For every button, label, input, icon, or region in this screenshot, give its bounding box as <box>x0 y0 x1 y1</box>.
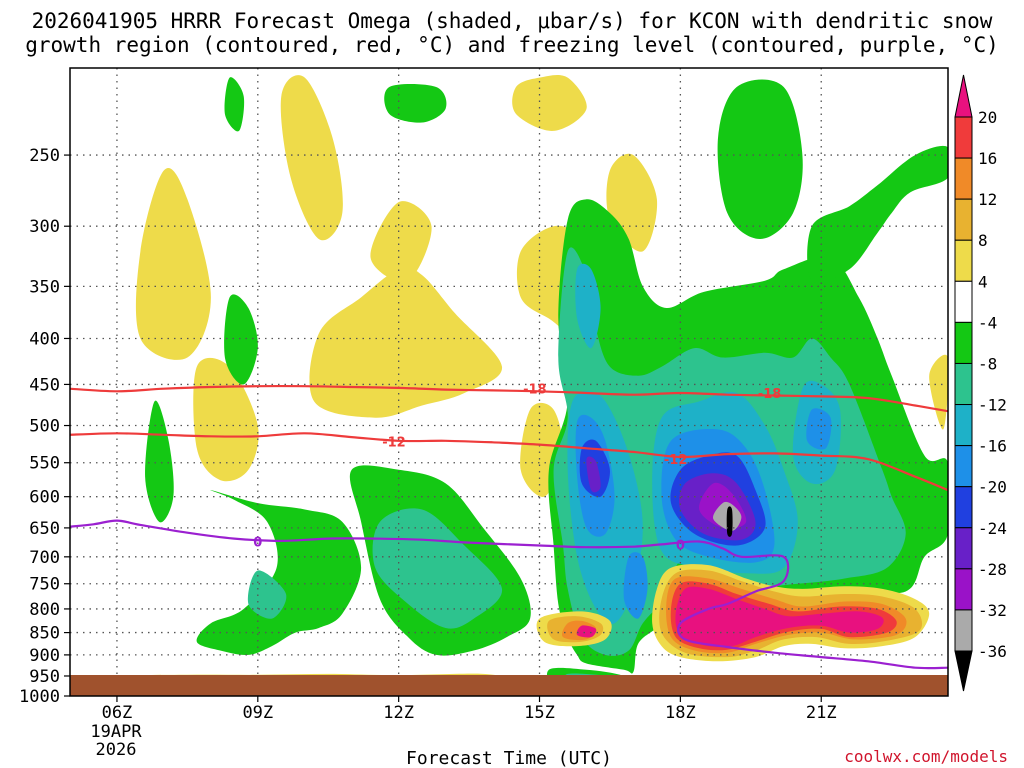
omega-region-20-52 <box>675 586 884 647</box>
contour-label-2-1: 0 <box>676 538 685 553</box>
omega-region--16-36 <box>806 408 832 450</box>
y-tick-label-450: 450 <box>29 375 60 395</box>
y-tick-label-250: 250 <box>29 146 60 166</box>
contour-label-2-0: 0 <box>253 535 262 550</box>
chart-title-line1: 2026041905 HRRR Forecast Omega (shaded, … <box>32 9 993 33</box>
credit-text: coolwx.com/models <box>844 747 1008 766</box>
colorbar-label-4: 4 <box>978 272 988 291</box>
y-tick-label-850: 850 <box>29 624 60 644</box>
omega-region--4-13 <box>196 490 362 656</box>
omega-region-4-2 <box>309 267 503 418</box>
omega-region--4-15 <box>145 400 174 523</box>
ground-surface <box>70 675 948 696</box>
omega-region-4-3 <box>193 357 259 482</box>
colorbar-band-12 <box>954 157 973 200</box>
colorbar-label--32: -32 <box>978 601 1007 620</box>
y-tick-label-900: 900 <box>29 646 60 666</box>
y-tick-label-650: 650 <box>29 519 60 539</box>
omega-region--4-20 <box>717 79 803 239</box>
colorbar-label-20: 20 <box>978 108 997 127</box>
colorbar-band-bottom-arrow <box>954 650 973 692</box>
contour-freezing-level <box>70 519 948 670</box>
colorbar: 20 16 12 8 4 -4 -8 -12 -16 -20 -24 -28 -32 -36 <box>954 74 1007 692</box>
colorbar-band-8 <box>954 198 973 241</box>
y-axis: 2503003504004505005506006507007508008509… <box>19 146 70 707</box>
contour-isotherm-12 <box>70 432 948 492</box>
omega-shading <box>125 74 948 695</box>
x-tick-label-21: 21Z <box>806 703 837 723</box>
gridlines <box>70 68 948 696</box>
y-tick-label-750: 750 <box>29 575 60 595</box>
colorbar-label--20: -20 <box>978 478 1007 497</box>
x-tick-label-9: 09Z <box>242 703 273 723</box>
contour-lines: -18 -18 -12 -12 0 0 <box>70 383 948 670</box>
x-axis-title: Forecast Time (UTC) <box>406 748 612 768</box>
x-tick-label-18: 18Z <box>665 703 696 723</box>
contour-label-0-0: -18 <box>523 383 547 398</box>
colorbar-label--4: -4 <box>978 313 997 332</box>
colorbar-band--12 <box>954 362 973 406</box>
y-tick-label-500: 500 <box>29 417 60 437</box>
x-tick-label-15: 15Z <box>524 703 555 723</box>
y-tick-label-950: 950 <box>29 667 60 687</box>
chart-title-line2: growth region (contoured, red, °C) and f… <box>25 33 999 57</box>
omega-region--12-28 <box>575 263 601 349</box>
colorbar-label-8: 8 <box>978 231 988 250</box>
colorbar-band-16 <box>954 116 973 159</box>
colorbar-label-12: 12 <box>978 190 997 209</box>
colorbar-label--24: -24 <box>978 519 1007 538</box>
y-tick-label-400: 400 <box>29 329 60 349</box>
x-axis: 06Z 09Z 12Z 15Z 18Z 21Z <box>102 696 837 723</box>
y-tick-label-550: 550 <box>29 454 60 474</box>
colorbar-band--20 <box>954 445 973 488</box>
date-year-label: 2026 <box>96 740 137 760</box>
contour-isotherm-18 <box>70 384 948 413</box>
colorbar-band--4 <box>954 280 973 323</box>
y-tick-label-300: 300 <box>29 217 60 237</box>
omega-region-4-5 <box>512 74 587 131</box>
omega-region--4-21 <box>807 145 948 284</box>
omega-region--4-18 <box>384 83 447 123</box>
omega-region--4-17 <box>224 77 245 132</box>
x-tick-label-6: 06Z <box>102 703 133 723</box>
plot-area: -18 -18 -12 -12 0 0 <box>70 68 948 696</box>
colorbar-band--16 <box>954 404 973 447</box>
omega-region--4-16 <box>224 294 258 385</box>
omega-region--36-44 <box>726 506 733 537</box>
colorbar-label--36: -36 <box>978 642 1007 661</box>
omega-region-4-1 <box>280 75 343 241</box>
colorbar-band--24 <box>954 486 973 529</box>
plot-frame <box>69 67 949 697</box>
colorbar-band--32 <box>954 568 973 611</box>
colorbar-band--8 <box>954 321 973 364</box>
omega-region-4-0 <box>135 168 211 360</box>
omega-region-20-53 <box>576 625 597 638</box>
colorbar-label--12: -12 <box>978 396 1007 415</box>
colorbar-label--16: -16 <box>978 437 1007 456</box>
contour-label-0-1: -18 <box>758 387 782 402</box>
colorbar-label--28: -28 <box>978 560 1007 579</box>
contour-label-1-0: -12 <box>382 436 406 451</box>
omega-region-4-6 <box>370 201 432 282</box>
omega-region--24-40 <box>586 456 601 493</box>
y-tick-label-350: 350 <box>29 277 60 297</box>
x-tick-label-12: 12Z <box>383 703 414 723</box>
colorbar-band--28 <box>954 527 973 570</box>
y-tick-label-600: 600 <box>29 488 60 508</box>
omega-region--16-35 <box>623 552 648 619</box>
y-tick-label-1000: 1000 <box>19 687 60 707</box>
colorbar-band-top-arrow <box>954 74 973 118</box>
colorbar-band-4 <box>954 239 973 282</box>
y-tick-label-700: 700 <box>29 548 60 568</box>
date-day-label: 19APR <box>90 722 142 742</box>
colorbar-band--36 <box>954 609 973 652</box>
colorbar-label-16: 16 <box>978 149 997 168</box>
y-tick-label-800: 800 <box>29 600 60 620</box>
colorbar-label--8: -8 <box>978 354 997 373</box>
contour-label-1-1: -12 <box>664 453 688 468</box>
